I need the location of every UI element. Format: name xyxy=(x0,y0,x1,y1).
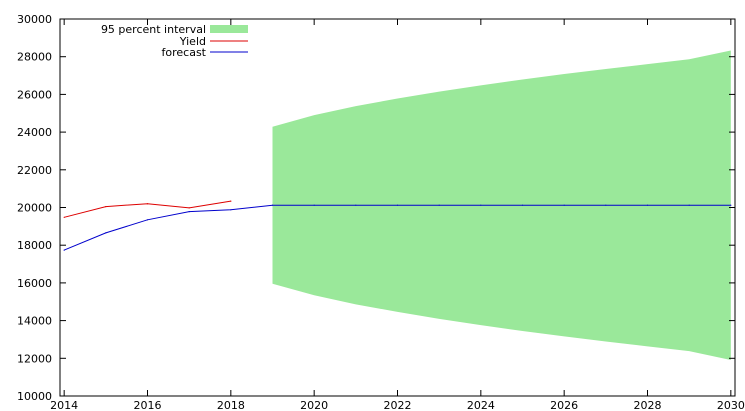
y-tick-label: 20000 xyxy=(17,202,52,215)
y-tick-label: 28000 xyxy=(17,51,52,64)
forecast-point xyxy=(396,204,399,206)
yield-point xyxy=(63,216,65,218)
y-tick-label: 10000 xyxy=(17,390,52,403)
x-tick-label: 2024 xyxy=(467,399,495,411)
forecast-point xyxy=(605,204,607,206)
forecast-point xyxy=(688,204,690,206)
x-tick-label: 2014 xyxy=(50,399,78,411)
series-layer xyxy=(63,200,732,251)
forecast-point xyxy=(105,232,107,234)
legend-label-interval: 95 percent interval xyxy=(101,23,206,36)
x-tick-label: 2020 xyxy=(300,399,328,411)
x-tick-label: 2026 xyxy=(550,399,578,411)
forecast-point xyxy=(146,219,149,221)
y-tick-label: 16000 xyxy=(17,277,52,290)
forecast-point xyxy=(521,204,524,206)
yield-point xyxy=(230,200,232,202)
forecast-point xyxy=(271,204,274,206)
forecast-point xyxy=(480,204,482,206)
forecast-point xyxy=(230,209,232,211)
y-tick-label: 24000 xyxy=(17,126,52,139)
legend-swatch-interval xyxy=(210,25,248,33)
x-tick-label: 2018 xyxy=(217,399,245,411)
y-tick-label: 14000 xyxy=(17,315,52,328)
y-tick-label: 12000 xyxy=(17,352,52,365)
legend-label-yield: Yield xyxy=(179,35,206,48)
yield-point xyxy=(105,206,107,208)
forecast-point xyxy=(563,204,565,206)
axes-layer: 10000 12000 14000 16000 18000 20000 22000 24000… xyxy=(17,13,745,411)
x-tick-label: 2030 xyxy=(717,399,745,411)
legend-label-forecast: forecast xyxy=(162,46,207,59)
y-tick-label: 26000 xyxy=(17,88,52,101)
yield-point xyxy=(188,207,190,209)
y-tick-label: 18000 xyxy=(17,239,52,252)
forecast-point xyxy=(730,204,732,206)
forecast-point xyxy=(188,211,190,213)
forecast-point xyxy=(646,204,649,206)
forecast-point xyxy=(313,204,315,206)
forecast-point xyxy=(355,204,357,206)
forecast-point xyxy=(438,204,440,206)
x-tick-label: 2022 xyxy=(384,399,412,411)
x-tick-label: 2028 xyxy=(634,399,662,411)
yield-point xyxy=(146,203,149,205)
forecast-point xyxy=(63,249,65,251)
y-tick-label: 30000 xyxy=(17,13,52,26)
y-tick-label: 22000 xyxy=(17,164,52,177)
legend: 95 percent interval Yield forecast xyxy=(101,23,248,59)
x-tick-label: 2016 xyxy=(134,399,162,411)
